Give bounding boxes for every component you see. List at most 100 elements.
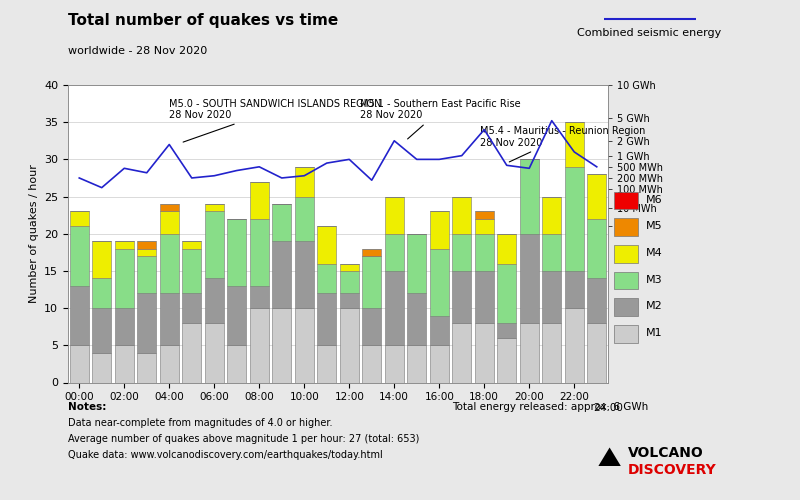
Bar bbox=[92, 353, 111, 382]
Bar bbox=[474, 212, 494, 219]
Bar bbox=[317, 346, 336, 383]
Bar bbox=[70, 286, 89, 346]
Bar bbox=[452, 271, 471, 323]
Text: M1: M1 bbox=[646, 328, 662, 338]
Bar bbox=[272, 241, 291, 308]
Text: VOLCANO: VOLCANO bbox=[628, 446, 704, 460]
Bar bbox=[362, 346, 382, 383]
Bar bbox=[250, 219, 269, 286]
Text: 24:00: 24:00 bbox=[593, 404, 623, 413]
Bar bbox=[497, 323, 516, 338]
Bar bbox=[565, 122, 584, 167]
Bar bbox=[317, 226, 336, 264]
Bar bbox=[250, 286, 269, 308]
Bar bbox=[542, 323, 562, 382]
Bar bbox=[340, 264, 359, 271]
Bar bbox=[205, 212, 224, 278]
Bar bbox=[497, 234, 516, 264]
Bar bbox=[160, 234, 179, 293]
Bar bbox=[407, 346, 426, 383]
Bar bbox=[452, 323, 471, 382]
Bar bbox=[542, 196, 562, 234]
Bar bbox=[430, 346, 449, 383]
Bar bbox=[474, 323, 494, 382]
Bar bbox=[474, 234, 494, 271]
Bar bbox=[362, 308, 382, 346]
Bar bbox=[70, 346, 89, 383]
Bar bbox=[362, 256, 382, 308]
Bar bbox=[182, 241, 202, 248]
Bar bbox=[250, 182, 269, 219]
Bar bbox=[205, 204, 224, 212]
Bar bbox=[205, 278, 224, 323]
Bar bbox=[520, 323, 539, 382]
Bar bbox=[587, 278, 606, 323]
Bar bbox=[137, 256, 156, 293]
Bar bbox=[542, 234, 562, 271]
Bar bbox=[407, 293, 426, 346]
Bar bbox=[160, 212, 179, 234]
Bar bbox=[407, 234, 426, 293]
Bar bbox=[137, 248, 156, 256]
Bar bbox=[182, 293, 202, 323]
Bar bbox=[497, 264, 516, 323]
Text: Quake data: www.volcanodiscovery.com/earthquakes/today.html: Quake data: www.volcanodiscovery.com/ear… bbox=[68, 450, 382, 460]
Bar bbox=[587, 323, 606, 382]
Text: M6: M6 bbox=[646, 194, 662, 204]
Bar bbox=[452, 234, 471, 271]
FancyBboxPatch shape bbox=[614, 272, 638, 289]
Bar bbox=[137, 293, 156, 353]
Bar bbox=[587, 174, 606, 219]
Bar bbox=[137, 353, 156, 382]
Bar bbox=[317, 293, 336, 346]
Bar bbox=[340, 308, 359, 382]
Bar bbox=[340, 271, 359, 293]
Bar bbox=[272, 308, 291, 382]
Text: Data near-complete from magnitudes of 4.0 or higher.: Data near-complete from magnitudes of 4.… bbox=[68, 418, 333, 428]
Text: Combined seismic energy: Combined seismic energy bbox=[578, 28, 722, 38]
Bar bbox=[565, 271, 584, 308]
FancyBboxPatch shape bbox=[614, 298, 638, 316]
Bar bbox=[430, 248, 449, 316]
Text: Total number of quakes vs time: Total number of quakes vs time bbox=[68, 12, 338, 28]
Y-axis label: Number of quakes / hour: Number of quakes / hour bbox=[29, 164, 38, 303]
Text: M5.1 - Southern East Pacific Rise
28 Nov 2020: M5.1 - Southern East Pacific Rise 28 Nov… bbox=[361, 99, 521, 139]
Bar bbox=[160, 204, 179, 212]
FancyBboxPatch shape bbox=[614, 245, 638, 262]
FancyBboxPatch shape bbox=[614, 325, 638, 342]
Bar bbox=[92, 278, 111, 308]
Text: M5.0 - SOUTH SANDWICH ISLANDS REGION
28 Nov 2020: M5.0 - SOUTH SANDWICH ISLANDS REGION 28 … bbox=[170, 99, 382, 142]
Bar bbox=[497, 338, 516, 382]
Bar bbox=[542, 271, 562, 323]
Bar bbox=[294, 308, 314, 382]
Bar bbox=[294, 167, 314, 196]
FancyBboxPatch shape bbox=[614, 192, 638, 209]
Bar bbox=[385, 196, 404, 234]
Bar bbox=[114, 241, 134, 248]
Text: worldwide - 28 Nov 2020: worldwide - 28 Nov 2020 bbox=[68, 46, 207, 56]
Bar bbox=[70, 226, 89, 286]
Bar bbox=[565, 167, 584, 271]
Text: M5: M5 bbox=[646, 222, 662, 232]
Bar bbox=[452, 196, 471, 234]
Bar bbox=[160, 346, 179, 383]
Text: Average number of quakes above magnitude 1 per hour: 27 (total: 653): Average number of quakes above magnitude… bbox=[68, 434, 419, 444]
Bar bbox=[182, 248, 202, 293]
Bar bbox=[520, 234, 539, 323]
Bar bbox=[182, 323, 202, 382]
Text: Total energy released: approx. 6 GWh: Total energy released: approx. 6 GWh bbox=[452, 402, 648, 412]
Text: M3: M3 bbox=[646, 274, 662, 284]
Bar bbox=[430, 316, 449, 346]
Text: M2: M2 bbox=[646, 302, 662, 312]
Bar bbox=[92, 308, 111, 353]
Bar bbox=[362, 248, 382, 256]
Bar bbox=[340, 293, 359, 308]
Text: Notes:: Notes: bbox=[68, 402, 106, 412]
FancyBboxPatch shape bbox=[614, 218, 638, 236]
Bar bbox=[294, 241, 314, 308]
Bar bbox=[385, 346, 404, 383]
Bar bbox=[317, 264, 336, 293]
Bar bbox=[385, 234, 404, 271]
Bar bbox=[92, 241, 111, 279]
Bar bbox=[520, 160, 539, 234]
